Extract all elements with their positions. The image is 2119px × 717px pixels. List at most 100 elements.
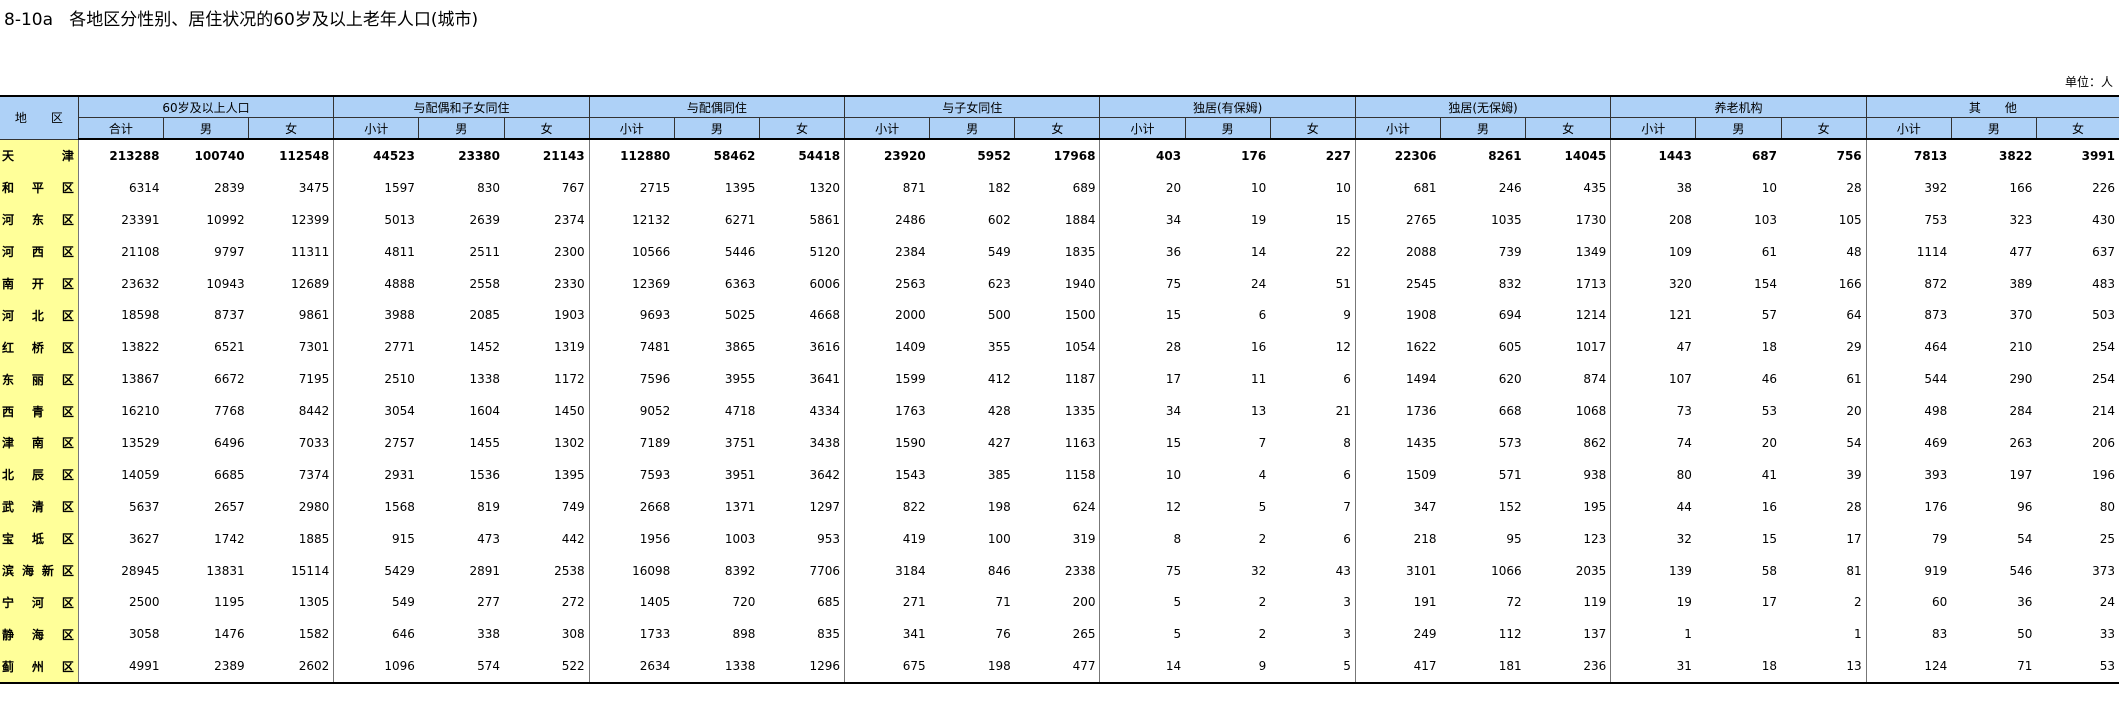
region-cell: 红桥区	[0, 331, 79, 364]
subheader-cell: 女	[1780, 117, 1867, 140]
value-cell: 51	[1335, 276, 1351, 291]
value-cell: 1730	[1575, 212, 1607, 227]
value-cell: 14	[1099, 650, 1186, 685]
value-cell: 166	[1838, 276, 1862, 291]
value-cell: 166	[2009, 180, 2033, 195]
subheader-cell: 男	[1439, 117, 1526, 140]
value-cell: 74	[1610, 427, 1696, 459]
value-cell: 347	[1354, 490, 1441, 523]
value-cell: 139	[1610, 554, 1696, 587]
table-row: 西青区 16210 7768 8442 3054 1604 1450 9052 4718 4334…	[0, 395, 2119, 428]
table-row: 和平区 6314 2839 3475 1597 830 767 2715 1395 1320 871…	[0, 171, 2119, 204]
subheader-cell: 女	[758, 117, 845, 140]
value-cell: 73	[1610, 395, 1696, 428]
subheader-cell: 男	[418, 117, 504, 140]
value-cell: 57	[1761, 308, 1777, 323]
value-cell: 226	[2092, 180, 2115, 195]
region-cell: 天 津	[0, 139, 79, 172]
value-cell: 473	[477, 531, 500, 546]
region-cell: 和平区	[0, 171, 79, 204]
unit-label: 单位：人	[2064, 75, 2113, 89]
value-cell: 1597	[333, 171, 419, 204]
value-cell: 7	[1343, 499, 1351, 514]
value-cell: 53	[2036, 650, 2119, 685]
value-cell: 412	[987, 372, 1011, 387]
value-cell: 1395	[724, 180, 756, 195]
value-cell: 13	[1250, 404, 1267, 419]
value-cell: 469	[1865, 427, 1952, 459]
value-cell: 33	[2099, 627, 2115, 642]
region-cell: 东丽区	[0, 363, 79, 396]
value-cell: 464	[1865, 331, 1952, 364]
value-cell: 3642	[809, 467, 841, 482]
value-cell: 12399	[291, 212, 330, 227]
value-cell: 602	[987, 212, 1011, 227]
population-table: 地 区 60岁及以上人口 与配偶和子女同住 与配偶同住 与子女同住 独居(有保姆) 独居(…	[0, 95, 2119, 685]
value-cell: 442	[561, 531, 585, 546]
value-cell: 19	[1250, 212, 1267, 227]
value-cell: 28	[1099, 331, 1186, 364]
value-cell: 12689	[291, 276, 330, 291]
value-cell: 3865	[724, 340, 756, 355]
value-cell: 95	[1506, 531, 1522, 546]
value-cell: 75	[1099, 554, 1186, 587]
group-header: 60岁及以上人口	[77, 95, 334, 118]
region-cell: 河东区	[0, 203, 79, 236]
value-cell: 1476	[214, 627, 245, 642]
value-cell: 18	[1695, 650, 1781, 685]
value-cell: 370	[2009, 308, 2033, 323]
value-cell: 846	[987, 563, 1011, 578]
subheader-cell: 女	[1014, 117, 1100, 140]
value-cell: 1017	[1575, 340, 1607, 355]
value-cell: 500	[987, 308, 1011, 323]
value-cell: 43	[1335, 563, 1351, 578]
value-cell: 196	[2092, 467, 2115, 482]
table-row: 河西区 21108 9797 11311 4811 2511 2300 10566 5446 51…	[0, 235, 2119, 268]
value-cell: 21143	[542, 148, 585, 163]
value-cell: 28	[1846, 180, 1862, 195]
value-cell: 646	[333, 618, 419, 651]
value-cell: 2538	[554, 563, 585, 578]
value-cell: 13529	[77, 427, 164, 459]
value-cell: 263	[2009, 435, 2033, 450]
value-cell: 5637	[77, 490, 164, 523]
value-cell: 123	[1583, 531, 1607, 546]
value-cell: 79	[1865, 522, 1952, 555]
region-cell: 滨海新区	[0, 554, 79, 587]
value-cell: 9861	[298, 308, 330, 323]
value-cell: 61	[1761, 244, 1777, 259]
value-cell: 25	[2099, 531, 2115, 546]
page-title: 8-10a 各地区分性别、居住状况的60岁及以上老年人口(城市)	[4, 10, 479, 30]
value-cell: 6685	[214, 467, 245, 482]
value-cell: 6	[1343, 531, 1351, 546]
value-cell: 72	[1506, 595, 1522, 610]
value-cell: 2088	[1354, 235, 1441, 268]
value-cell: 3951	[724, 467, 756, 482]
value-cell: 3955	[724, 372, 756, 387]
value-cell: 44523	[333, 139, 419, 172]
value-cell: 819	[477, 499, 500, 514]
value-cell: 16	[1250, 340, 1267, 355]
value-cell: 236	[1525, 650, 1611, 685]
region-cell: 宝坻区	[0, 522, 79, 555]
value-cell: 21108	[77, 235, 164, 268]
value-cell: 427	[987, 435, 1011, 450]
value-cell: 254	[2092, 340, 2115, 355]
value-cell: 392	[1865, 171, 1952, 204]
value-cell: 435	[1583, 180, 1607, 195]
value-cell: 8392	[724, 563, 756, 578]
value-cell: 898	[732, 627, 756, 642]
value-cell: 3988	[333, 299, 419, 332]
value-cell: 3438	[809, 435, 841, 450]
group-header: 与配偶和子女同住	[333, 95, 590, 118]
value-cell: 28945	[77, 554, 164, 587]
value-cell: 16210	[77, 395, 164, 428]
value-cell: 835	[817, 627, 841, 642]
value-cell: 3184	[844, 554, 930, 587]
value-cell: 3991	[2081, 148, 2115, 163]
table-row: 红桥区 13822 6521 7301 2771 1452 1319 7481 3865 3616…	[0, 331, 2119, 364]
value-cell: 385	[987, 467, 1011, 482]
value-cell: 503	[2092, 308, 2115, 323]
value-cell: 15	[1761, 531, 1777, 546]
value-cell: 689	[1072, 180, 1096, 195]
